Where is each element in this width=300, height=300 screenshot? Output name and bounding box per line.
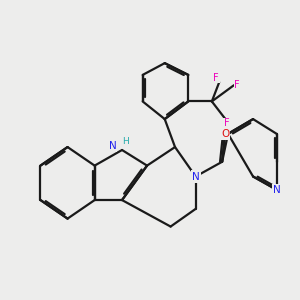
Text: F: F: [213, 73, 219, 83]
Text: O: O: [221, 129, 229, 139]
Text: H: H: [123, 137, 129, 146]
Text: F: F: [224, 118, 230, 128]
Text: N: N: [109, 142, 117, 152]
Text: F: F: [234, 80, 240, 90]
Text: N: N: [192, 172, 200, 182]
Text: N: N: [273, 185, 280, 195]
